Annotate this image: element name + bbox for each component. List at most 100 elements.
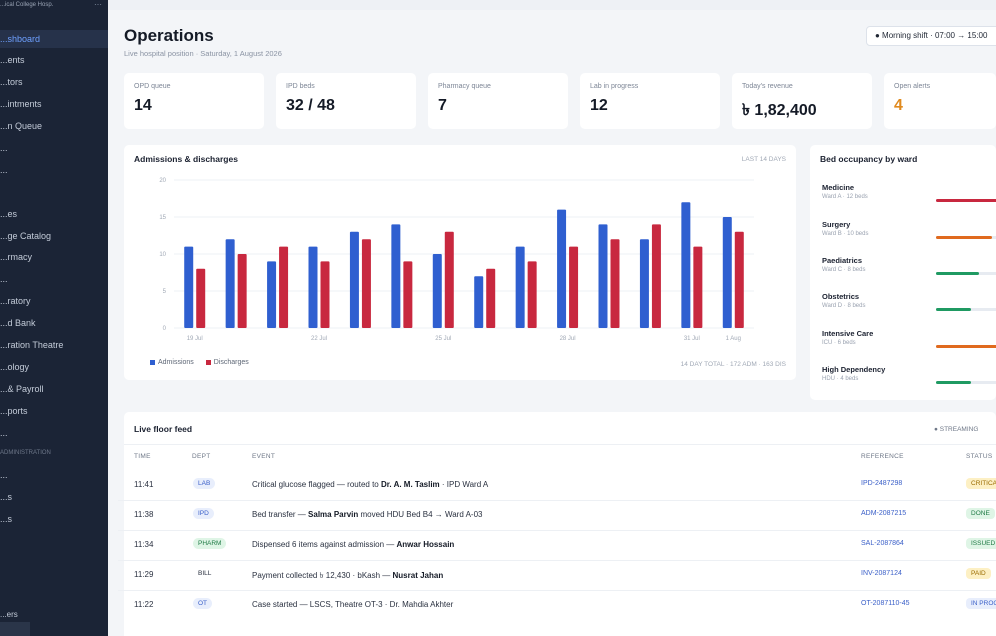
legend-item-admissions: Admissions (150, 359, 194, 366)
streaming-indicator: ● STREAMING (934, 426, 979, 433)
admissions-card: Admissions & discharges LAST 14 DAYS 0 5 1… (124, 145, 796, 380)
kpi-card-lab[interactable]: Lab in progress 12 (580, 73, 720, 129)
feed-row[interactable]: 11:29 BILL Payment collected ৳ 12,430 · bK… (118, 560, 996, 590)
bar-discharges (651, 224, 661, 328)
ward-subtitle: Ward A · 12 beds (822, 194, 868, 200)
bar-admissions (349, 231, 359, 328)
divider (124, 444, 996, 445)
divider (118, 530, 996, 531)
sidebar-item[interactable]: ...n Queue (0, 121, 43, 131)
reference-link[interactable]: ADM-2087215 (861, 510, 907, 517)
live-feed-card: Live floor feed ● STREAMING TIME DEPT EV… (118, 412, 996, 636)
sidebar-item[interactable]: ...d Bank (0, 318, 36, 328)
kpi-card-ipd[interactable]: IPD beds 32 / 48 (276, 73, 416, 129)
kpi-card-alerts[interactable]: Open alerts 4 (884, 73, 996, 129)
event-person: Nusrat Jahan (392, 571, 444, 580)
sidebar-item[interactable]: ...es (0, 209, 18, 219)
divider (118, 560, 996, 561)
bar-discharges (486, 268, 496, 328)
sidebar-item[interactable]: ...intments (0, 99, 42, 109)
sidebar-item[interactable]: ... (0, 274, 8, 284)
event-person: Salma Parvin (308, 510, 359, 519)
bar-admissions (184, 246, 194, 328)
ward-subtitle: Ward D · 8 beds (822, 303, 866, 309)
sidebar-item[interactable]: ...ents (0, 55, 25, 65)
top-strip (108, 0, 996, 10)
ward-subtitle: ICU · 6 beds (822, 340, 856, 346)
chart-legend: Admissions Discharges (150, 359, 259, 366)
sidebar-item[interactable]: ...shboard (0, 30, 108, 48)
feed-title: Live floor feed (134, 424, 193, 434)
event-time: 11:38 (134, 510, 154, 519)
sidebar-item[interactable]: ...ports (0, 406, 28, 416)
occupancy-track (936, 199, 996, 202)
chart-footer-meta: 14 DAY TOTAL · 172 ADM · 163 DIS (680, 361, 786, 368)
x-tick-label: 22 Jul (311, 336, 327, 342)
shift-selector-button[interactable]: ● Morning shift · 07:00 → 15:00 (866, 26, 996, 46)
sidebar-section-label: ADMINISTRATION (0, 450, 51, 456)
bar-discharges (734, 231, 744, 328)
occupancy-fill (936, 381, 971, 384)
legend-label: Admissions (158, 359, 194, 366)
event-post: · IPD Ward A (439, 480, 489, 489)
feed-row[interactable]: 11:38 IPD Bed transfer — Salma Parvin move… (118, 500, 996, 530)
reference-link[interactable]: IPD-2487298 (861, 480, 903, 487)
kpi-card-pharmacy[interactable]: Pharmacy queue 7 (428, 73, 568, 129)
bar-admissions (515, 246, 525, 328)
bar-admissions (681, 202, 691, 328)
kpi-value: 4 (894, 97, 903, 114)
bar-admissions (598, 224, 608, 328)
feed-row[interactable]: 11:22 OT Case started — LSCS, Theatre OT-3… (118, 590, 996, 620)
kpi-card-opd[interactable]: OPD queue 14 (124, 73, 264, 129)
occupancy-card: Bed occupancy by ward Medicine Ward A · 1… (810, 145, 996, 400)
bar-discharges (196, 268, 206, 328)
bar-discharges (237, 254, 247, 328)
kpi-card-revenue[interactable]: Today's revenue ৳ 1,82,400 (732, 73, 872, 129)
occupancy-track (936, 272, 996, 275)
bar-discharges (569, 246, 579, 328)
sidebar-item[interactable]: ...& Payroll (0, 384, 44, 394)
reference-link[interactable]: SAL-2087864 (861, 540, 904, 547)
kpi-value: 32 / 48 (286, 97, 335, 114)
reference-link[interactable]: OT-2087110-45 (861, 600, 910, 607)
reference-link[interactable]: INV-2087124 (861, 570, 902, 577)
sidebar-item[interactable]: ... (0, 428, 8, 438)
event-pre: Case started — LSCS, Theatre OT-3 · Dr. … (252, 600, 454, 609)
ward-subtitle: Ward B · 10 beds (822, 231, 869, 237)
page-subtitle: Live hospital position · Saturday, 1 Aug… (124, 49, 282, 58)
sidebar-item[interactable]: ...s (0, 514, 13, 524)
user-avatar[interactable] (0, 622, 30, 636)
sidebar-item[interactable]: ... (0, 143, 8, 153)
sidebar-item[interactable]: ...s (0, 492, 13, 502)
event-text: Dispensed 6 items against admission — An… (252, 540, 454, 549)
feed-row[interactable]: 11:34 PHARM Dispensed 6 items against admi… (118, 530, 996, 560)
sidebar-item[interactable]: ...ge Catalog (0, 231, 52, 241)
sidebar-item-users[interactable]: ...ers (0, 610, 18, 619)
col-dept: DEPT (192, 453, 211, 460)
feed-row[interactable]: 11:41 LAB Critical glucose flagged — route… (118, 470, 996, 500)
chart-range[interactable]: LAST 14 DAYS (741, 156, 786, 163)
sidebar-item[interactable]: ...tors (0, 77, 23, 87)
sidebar-item[interactable]: ...ology (0, 362, 30, 372)
y-tick-label: 20 (159, 178, 166, 184)
kpi-value: 12 (590, 97, 608, 114)
ward-subtitle: Ward C · 8 beds (822, 267, 866, 273)
sidebar-item[interactable]: ...rmacy (0, 252, 33, 262)
occupancy-fill (936, 345, 996, 348)
sidebar-item[interactable]: ... (0, 470, 8, 480)
sidebar-item[interactable]: ...ratory (0, 296, 31, 306)
more-icon[interactable]: ⋯ (94, 0, 102, 9)
y-tick-label: 5 (163, 289, 167, 295)
sidebar-item[interactable]: ... (0, 165, 8, 175)
sidebar-item[interactable]: ...ration Theatre (0, 340, 64, 350)
kpi-label: Pharmacy queue (438, 83, 491, 90)
x-tick-label: 28 Jul (560, 336, 576, 342)
ward-name: Medicine (822, 183, 855, 192)
bar-discharges (361, 239, 371, 328)
